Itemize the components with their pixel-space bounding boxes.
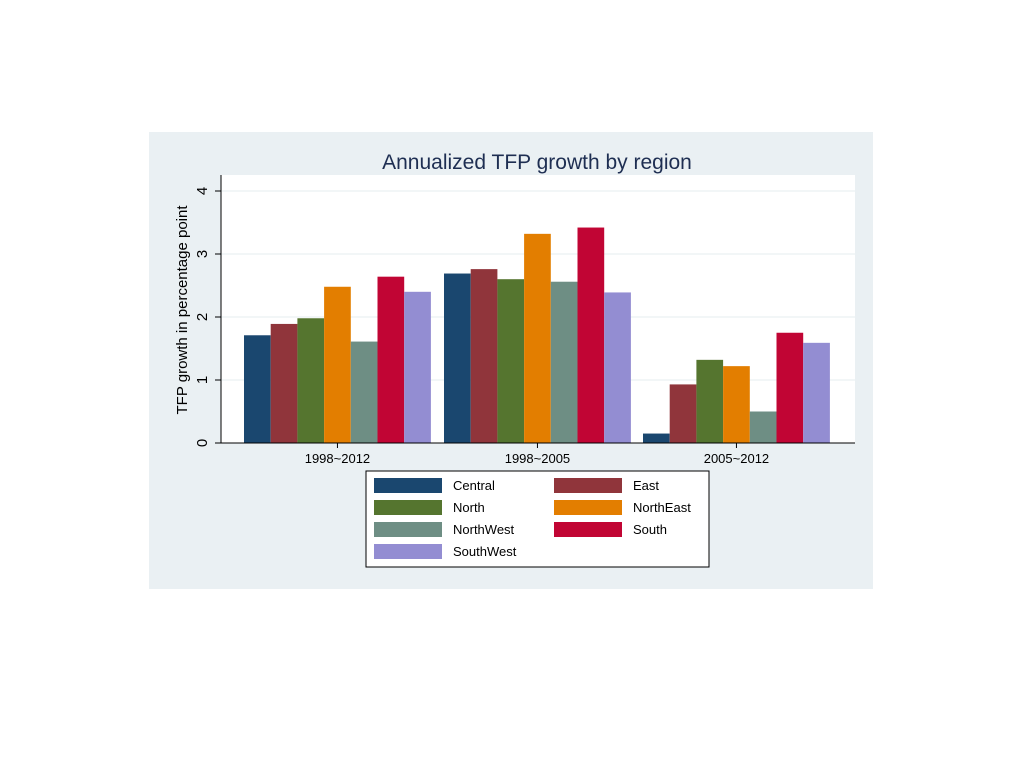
legend-label-southwest: SouthWest xyxy=(453,544,517,559)
legend-label-northwest: NorthWest xyxy=(453,522,515,537)
legend-swatch-southwest xyxy=(374,544,442,559)
bar-chart: Annualized TFP growth by region 0 1 2 3 4 19… xyxy=(174,151,855,568)
legend-label-north: North xyxy=(453,500,485,515)
bar-south-2 xyxy=(776,332,804,443)
x-tick-label: 1998~2012 xyxy=(305,451,370,466)
chart-title: Annualized TFP growth by region xyxy=(382,151,692,174)
bar-north-1 xyxy=(497,279,525,443)
bar-northeast-2 xyxy=(723,366,750,443)
bar-east-1 xyxy=(470,269,498,443)
y-tick-label: 2 xyxy=(194,313,211,321)
y-ticks: 0 1 2 3 4 xyxy=(194,187,221,447)
x-tick-label: 1998~2005 xyxy=(505,451,570,466)
x-tick-label: 2005~2012 xyxy=(704,451,769,466)
legend-label-northeast: NorthEast xyxy=(633,500,691,515)
bar-northwest-1 xyxy=(550,281,578,443)
legend-swatch-northeast xyxy=(554,500,622,515)
bar-southwest-1 xyxy=(604,292,631,443)
y-tick-label: 1 xyxy=(194,376,211,384)
bar-north-0 xyxy=(297,318,325,443)
y-axis-label: TFP growth in percentage point xyxy=(174,205,191,415)
y-tick-label: 4 xyxy=(194,187,211,195)
bar-east-0 xyxy=(270,323,298,443)
bar-northeast-0 xyxy=(324,286,351,443)
legend: Central East North NorthEast NorthWest South S… xyxy=(365,470,710,568)
legend-label-east: East xyxy=(633,478,659,493)
legend-label-south: South xyxy=(633,522,667,537)
bar-southwest-2 xyxy=(803,342,830,443)
y-tick-label: 3 xyxy=(194,250,211,258)
legend-items: Central East North NorthEast NorthWest South S… xyxy=(374,478,691,559)
legend-label-central: Central xyxy=(453,478,495,493)
bar-southwest-0 xyxy=(404,291,431,443)
legend-swatch-north xyxy=(374,500,442,515)
bar-central-0 xyxy=(244,335,271,443)
legend-swatch-south xyxy=(554,522,622,537)
bar-northwest-0 xyxy=(350,341,378,443)
legend-swatch-northwest xyxy=(374,522,442,537)
bar-central-2 xyxy=(643,433,670,443)
bars xyxy=(244,227,830,443)
legend-swatch-central xyxy=(374,478,442,493)
bar-central-1 xyxy=(444,273,471,443)
bar-east-2 xyxy=(669,384,697,443)
x-ticks: 1998~2012 1998~2005 2005~2012 xyxy=(305,443,769,466)
bar-south-1 xyxy=(577,227,605,443)
y-tick-label: 0 xyxy=(194,439,211,447)
chart-figure: Annualized TFP growth by region 0 1 2 3 4 19… xyxy=(149,132,873,589)
bar-north-2 xyxy=(696,359,724,443)
bar-south-0 xyxy=(377,276,405,443)
bar-northwest-2 xyxy=(749,411,777,443)
legend-swatch-east xyxy=(554,478,622,493)
bar-northeast-1 xyxy=(524,233,551,443)
